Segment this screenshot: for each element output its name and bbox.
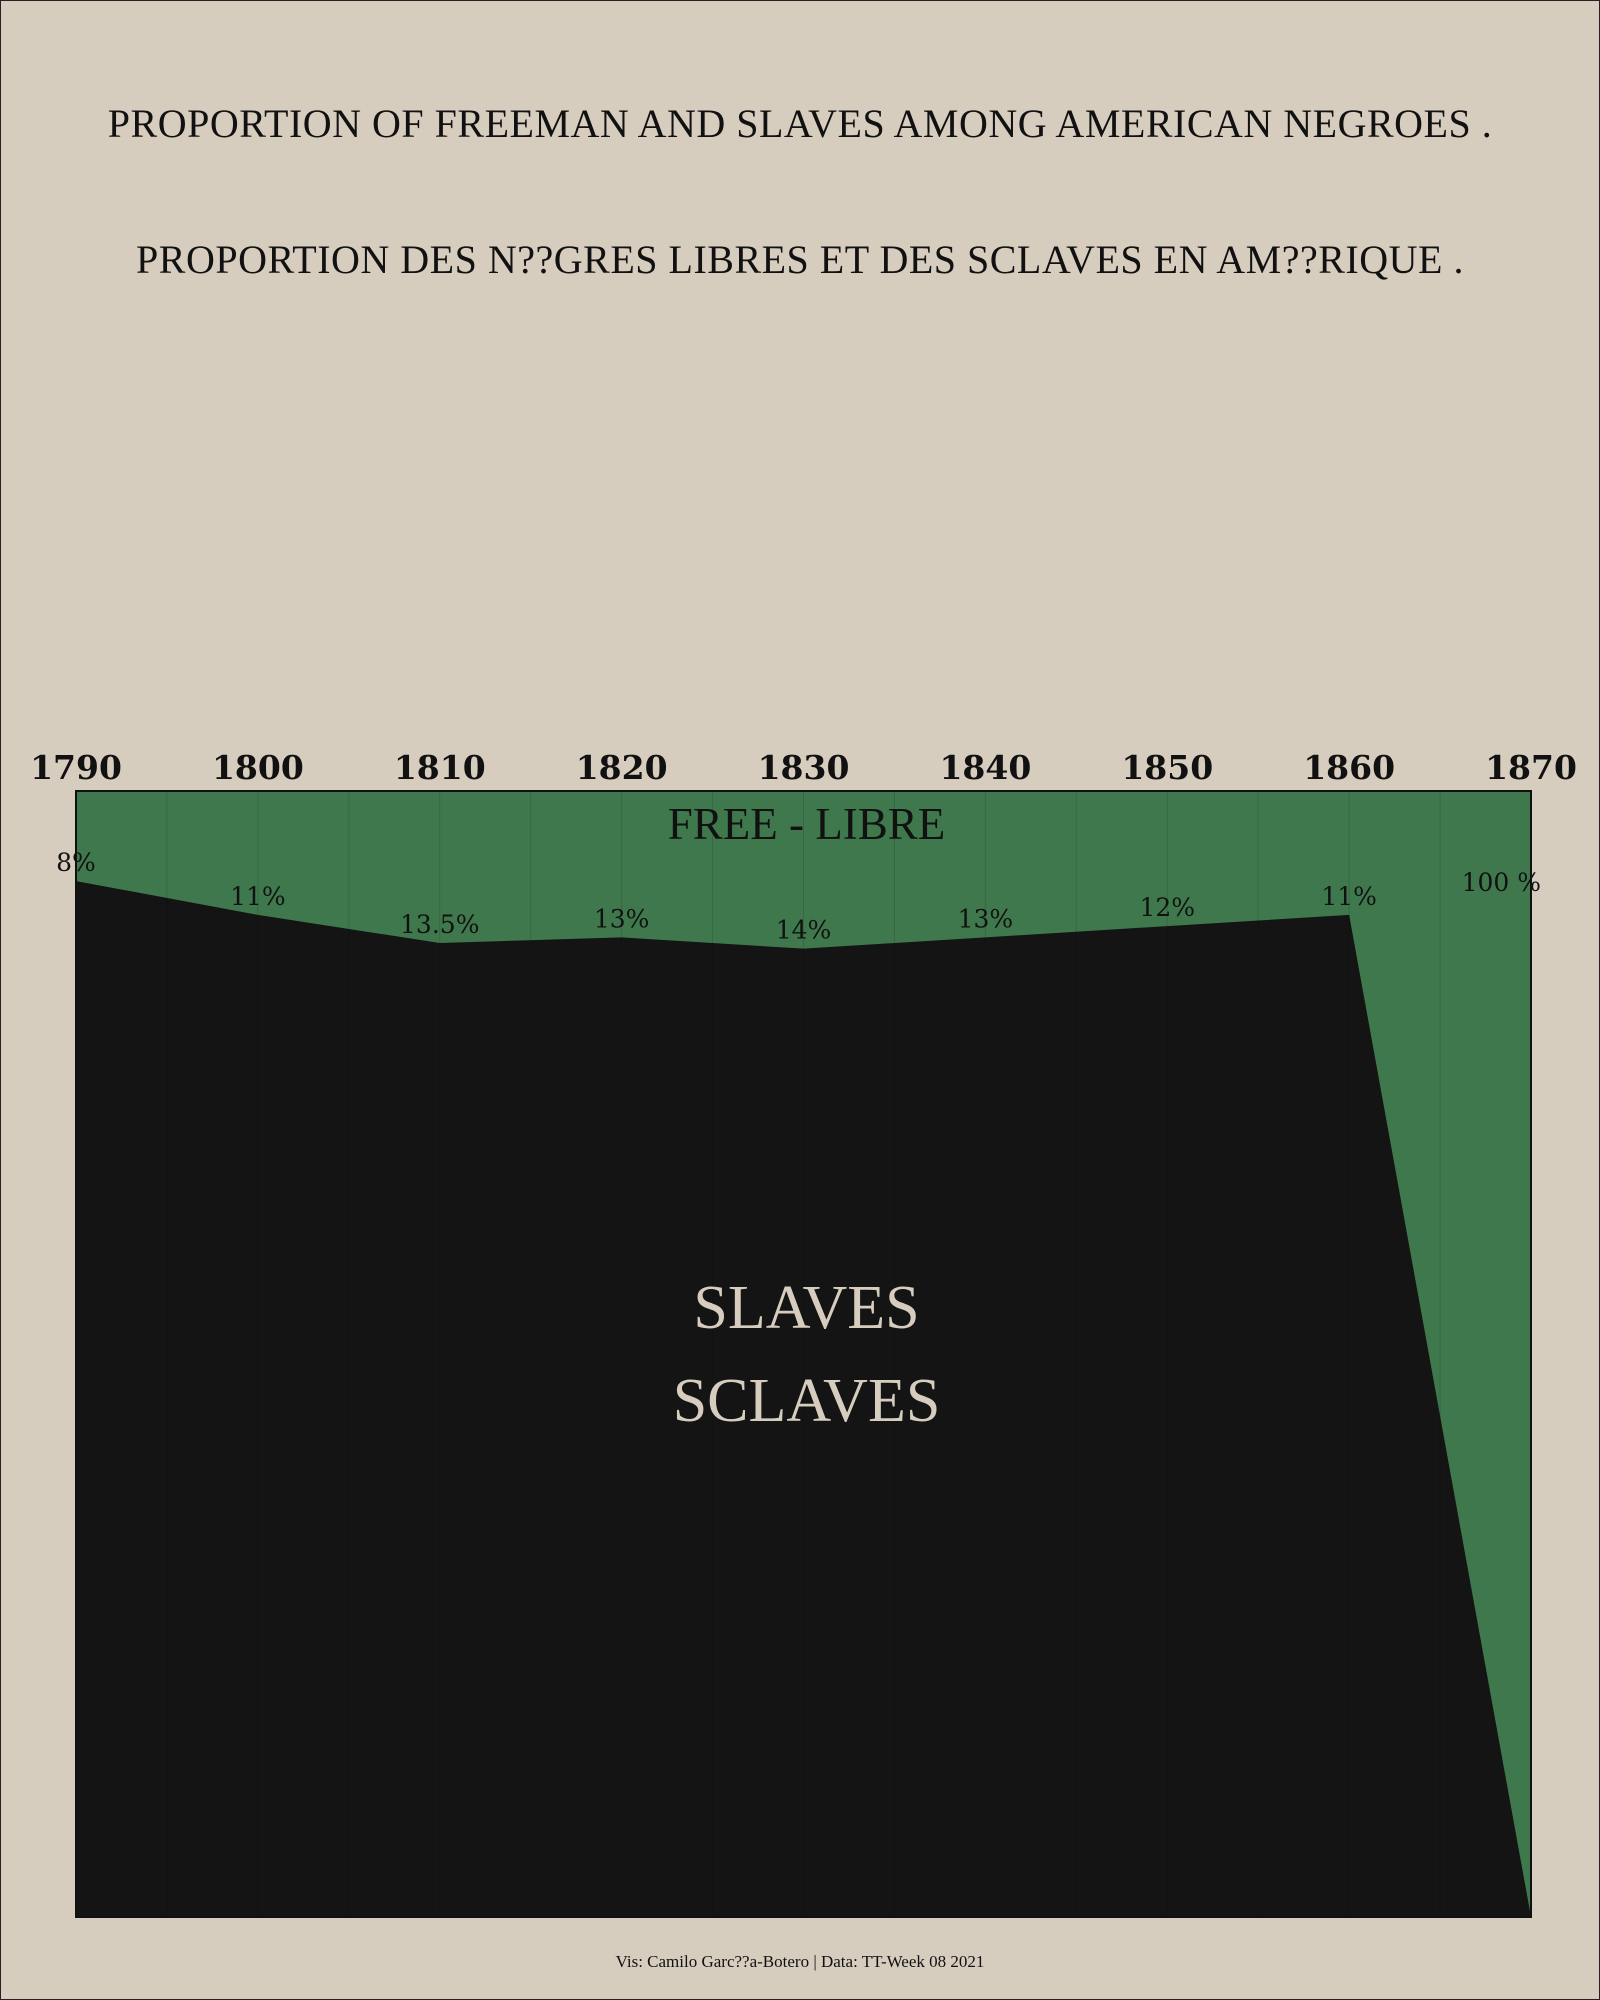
x-tick-label: 1830	[758, 748, 850, 787]
data-label: 13%	[958, 904, 1014, 933]
x-tick-label: 1840	[939, 748, 1031, 787]
data-label: 11%	[230, 882, 286, 911]
data-label: 14%	[776, 916, 832, 945]
caption: Vis: Camilo Garc??a-Botero | Data: TT-We…	[615, 1952, 985, 1971]
data-label: 12%	[1139, 893, 1195, 922]
free-series-label: FREE - LIBRE	[668, 799, 946, 849]
x-tick-label: 1810	[394, 748, 486, 787]
slaves-area	[76, 881, 1531, 1917]
x-tick-label: 1820	[576, 748, 668, 787]
plot-border	[75, 790, 1532, 1918]
data-label: 13%	[594, 904, 650, 933]
data-label: 13.5%	[400, 910, 479, 939]
x-tick-label: 1860	[1303, 748, 1395, 787]
slaves-series-label: SLAVES	[693, 1274, 919, 1342]
chart-title: PROPORTION OF FREEMAN AND SLAVES AMONG A…	[107, 101, 1493, 146]
slaves-series-label-fr: SCLAVES	[673, 1367, 941, 1435]
x-tick-label: 1800	[212, 748, 304, 787]
data-label: 11%	[1321, 882, 1377, 911]
data-label: 100 %	[1462, 868, 1541, 897]
chart-subtitle: PROPORTION DES N??GRES LIBRES ET DES SCL…	[136, 237, 1464, 282]
data-label: 8%	[56, 848, 96, 877]
x-tick-label: 1870	[1485, 748, 1577, 787]
x-tick-label: 1790	[30, 748, 122, 787]
x-tick-label: 1850	[1121, 748, 1213, 787]
